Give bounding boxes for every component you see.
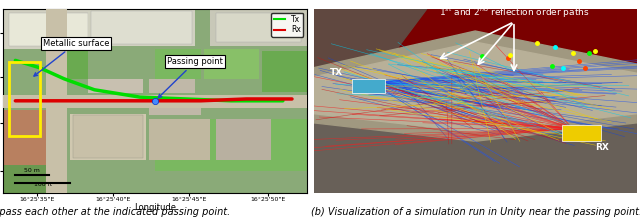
Bar <box>149 79 195 93</box>
X-axis label: Longitude: Longitude <box>134 203 176 212</box>
Bar <box>149 108 201 116</box>
Text: RX: RX <box>595 143 609 152</box>
Bar <box>10 62 40 136</box>
Bar <box>3 110 46 165</box>
Bar <box>73 116 143 158</box>
Polygon shape <box>314 31 637 141</box>
Bar <box>88 79 143 93</box>
Bar <box>216 13 301 42</box>
Bar <box>3 116 64 193</box>
Bar <box>10 13 88 46</box>
Bar <box>262 51 307 92</box>
Text: 100 ft: 100 ft <box>34 182 52 187</box>
Text: Metallic surface: Metallic surface <box>34 39 109 76</box>
Text: Passing point: Passing point <box>158 57 223 98</box>
Bar <box>70 114 146 159</box>
Bar <box>216 119 271 159</box>
Bar <box>155 119 307 171</box>
Polygon shape <box>314 42 637 132</box>
Text: (b) Visualization of a simulation run in Unity near the passing point.: (b) Visualization of a simulation run in… <box>311 207 640 217</box>
Bar <box>149 119 210 159</box>
Text: 1$^{st}$ and 2$^{nd}$ reflection order paths: 1$^{st}$ and 2$^{nd}$ reflection order p… <box>438 6 589 20</box>
Polygon shape <box>314 123 637 193</box>
Bar <box>204 49 259 79</box>
Bar <box>52 49 88 79</box>
Bar <box>88 9 195 46</box>
Bar <box>210 9 307 46</box>
Bar <box>563 125 601 141</box>
Bar <box>3 9 95 49</box>
Bar <box>46 9 67 193</box>
Bar <box>3 95 307 108</box>
Bar <box>92 11 192 44</box>
Bar <box>155 49 201 79</box>
Text: TX: TX <box>330 68 343 77</box>
Text: (a) TX and RX pass each other at the indicated passing point.: (a) TX and RX pass each other at the ind… <box>0 207 230 217</box>
Legend: Tx, Rx: Tx, Rx <box>271 13 303 37</box>
Bar <box>353 79 385 93</box>
Text: 50 m: 50 m <box>24 168 40 172</box>
Polygon shape <box>314 9 427 82</box>
